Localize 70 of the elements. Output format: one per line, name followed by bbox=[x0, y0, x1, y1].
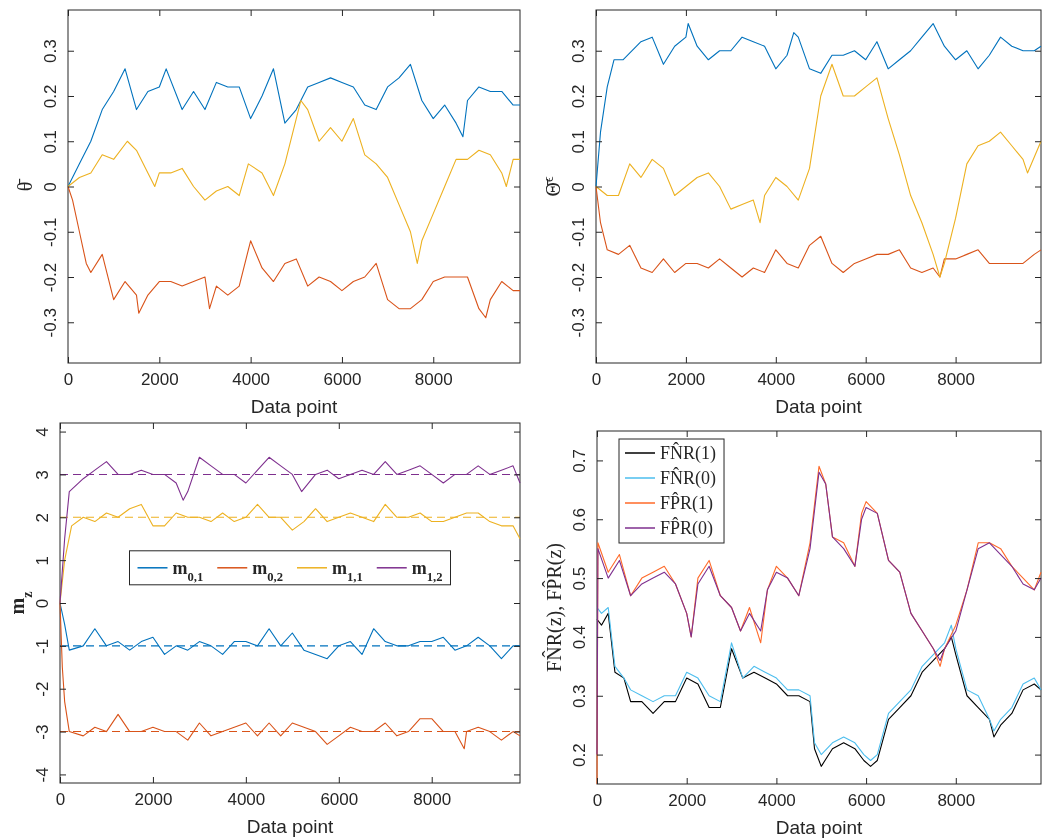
y-tick-label: 0.1 bbox=[569, 129, 588, 154]
y-tick-label: -2 bbox=[33, 681, 52, 697]
line-series bbox=[59, 456, 521, 604]
line-series bbox=[67, 63, 521, 188]
y-tick-label: 0.3 bbox=[570, 684, 589, 709]
legend-label: FN̂R(0) bbox=[660, 467, 717, 489]
legend-label: m$_{1,1}$ bbox=[332, 557, 363, 584]
y-tick-label: 0.6 bbox=[570, 507, 589, 532]
x-axis-title: Data point bbox=[250, 396, 339, 417]
line-series bbox=[67, 99, 521, 264]
y-axis-title: FN̂R(z), FP̂R(z) bbox=[542, 543, 566, 672]
y-tick-label: -4 bbox=[33, 767, 52, 783]
line-series bbox=[595, 23, 1042, 188]
x-tick-label: 4000 bbox=[232, 370, 271, 390]
x-tick-label: 6000 bbox=[847, 370, 886, 390]
legend-label: m$_{0,1}$ bbox=[172, 557, 204, 584]
x-tick-label: 4000 bbox=[757, 370, 796, 390]
x-tick-label: 8000 bbox=[937, 791, 976, 811]
x-tick-label: 0 bbox=[592, 791, 603, 811]
legend-label: m$_{1,2}$ bbox=[411, 557, 443, 584]
y-tick-label: 0 bbox=[41, 182, 60, 192]
line-series bbox=[595, 63, 1042, 278]
y-tick-label: 0.7 bbox=[570, 449, 589, 473]
y-tick-label: 0.3 bbox=[569, 39, 588, 64]
line-series bbox=[59, 602, 521, 750]
x-tick-label: 2000 bbox=[140, 370, 179, 390]
y-tick-label: 0.2 bbox=[570, 743, 589, 767]
legend-label: FP̂R(0) bbox=[660, 517, 714, 539]
legend-label: m$_{0,2}$ bbox=[252, 557, 283, 584]
x-tick-label: 2000 bbox=[668, 791, 707, 811]
y-tick-label: 3 bbox=[33, 470, 52, 480]
line-series bbox=[595, 185, 1042, 278]
y-tick-label: 2 bbox=[33, 513, 52, 523]
y-tick-label: -0.1 bbox=[41, 217, 60, 247]
y-tick-label: 4 bbox=[33, 427, 52, 437]
y-tick-label: -3 bbox=[33, 724, 52, 740]
y-tick-label: 0.2 bbox=[569, 84, 588, 109]
y-tick-label: 0 bbox=[33, 598, 52, 609]
y-tick-label: 0.3 bbox=[41, 39, 60, 64]
x-tick-label: 2000 bbox=[134, 790, 173, 810]
y-tick-label: -1 bbox=[33, 638, 52, 654]
x-tick-label: 2000 bbox=[667, 370, 706, 390]
x-tick-label: 8000 bbox=[413, 790, 452, 810]
x-tick-label: 8000 bbox=[414, 370, 453, 390]
x-tick-label: 6000 bbox=[323, 370, 362, 390]
y-tick-label: -0.3 bbox=[569, 308, 588, 338]
y-tick-label: -0.2 bbox=[569, 262, 588, 293]
x-tick-label: 6000 bbox=[847, 791, 886, 811]
y-tick-label: -0.2 bbox=[41, 262, 60, 293]
x-axis-title: Data point bbox=[246, 816, 335, 837]
x-tick-label: 0 bbox=[591, 370, 602, 390]
y-tick-label: 0.1 bbox=[41, 129, 60, 154]
line-series bbox=[67, 185, 521, 319]
x-tick-label: 4000 bbox=[757, 791, 796, 811]
legend-label: FP̂R(1) bbox=[660, 492, 714, 514]
y-tick-label: -0.1 bbox=[569, 217, 588, 247]
y-tick-label: -0.3 bbox=[41, 308, 60, 338]
x-tick-label: 0 bbox=[63, 370, 74, 390]
y-tick-label: 0.4 bbox=[570, 625, 589, 650]
x-axis-title: Data point bbox=[775, 396, 863, 417]
y-tick-label: 0 bbox=[569, 182, 588, 192]
y-tick-label: 0.2 bbox=[41, 84, 60, 109]
x-axis-title: Data point bbox=[775, 817, 864, 838]
y-axis-title: θ̄ bbox=[14, 177, 36, 192]
x-tick-label: 4000 bbox=[227, 790, 266, 810]
y-tick-label: 0.5 bbox=[570, 566, 589, 591]
x-tick-label: 8000 bbox=[937, 370, 976, 390]
x-tick-label: 6000 bbox=[320, 790, 359, 810]
legend-label: FN̂R(1) bbox=[660, 442, 717, 464]
y-tick-label: 1 bbox=[33, 555, 52, 566]
